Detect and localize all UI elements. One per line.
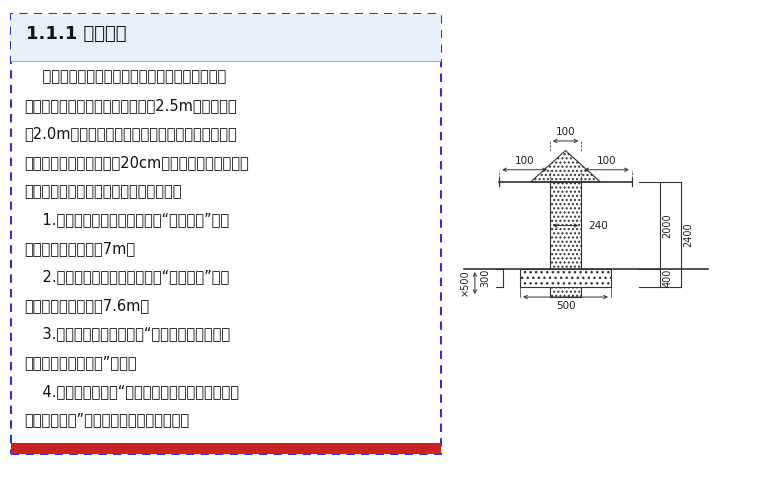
- Text: 做支架，工字钉做立柱。围墙标志组合：: 做支架，工字钉做立柱。围墙标志组合：: [24, 184, 182, 199]
- FancyBboxPatch shape: [11, 14, 441, 61]
- Text: 100: 100: [515, 156, 534, 166]
- Text: 2400: 2400: [683, 222, 693, 246]
- FancyBboxPatch shape: [11, 443, 441, 454]
- Text: 于2.0m。市区主要路段临街面使用夹芜板或波纹彩: 于2.0m。市区主要路段临街面使用夹芜板或波纹彩: [24, 127, 237, 142]
- Text: 100: 100: [556, 127, 575, 137]
- Polygon shape: [520, 269, 611, 286]
- Text: 白底蓝字，每组间陨7m。: 白底蓝字，每组间陨7m。: [24, 241, 135, 256]
- Text: 2.金属式：主要图案为企标加“南通二建”，为: 2.金属式：主要图案为企标加“南通二建”，为: [24, 270, 230, 284]
- Text: 围墙可用砖筑式，夹芜彩钉板式或波纹彩钉板。: 围墙可用砖筑式，夹芜彩钉板式或波纹彩钉板。: [24, 70, 226, 85]
- Text: 500: 500: [556, 301, 575, 312]
- Text: 400: 400: [662, 269, 673, 287]
- Text: 1.1.1 现场围挡: 1.1.1 现场围挡: [27, 25, 127, 43]
- Text: 300: 300: [480, 269, 490, 287]
- Text: 100: 100: [597, 156, 616, 166]
- Text: 市区主要路段临街围墙高度不低于2.5m，其余不低: 市区主要路段临街围墙高度不低于2.5m，其余不低: [24, 98, 237, 113]
- Text: 位、施工单位”全称，右侧为工程效果图。: 位、施工单位”全称，右侧为工程效果图。: [24, 412, 189, 427]
- Text: 3.临街面或醒目位置应设“我们在此施工，给您: 3.临街面或醒目位置应设“我们在此施工，给您: [24, 327, 230, 341]
- Text: 钉板的，必须砖筑不小于20cm的基础。夹芜板用槽钉: 钉板的，必须砖筑不小于20cm的基础。夹芜板用槽钉: [24, 155, 249, 170]
- Text: 4.靠近大门左侧为“建设单位、监理单位、设计单: 4.靠近大门左侧为“建设单位、监理单位、设计单: [24, 384, 239, 398]
- Text: 白底蓝字，每组间陨7.6m。: 白底蓝字，每组间陨7.6m。: [24, 298, 150, 313]
- Text: 带来不便，敬请谅解”标语。: 带来不便，敬请谅解”标语。: [24, 355, 137, 370]
- Polygon shape: [530, 151, 600, 182]
- Polygon shape: [549, 182, 581, 297]
- Text: ×500: ×500: [460, 270, 470, 297]
- Text: 2000: 2000: [662, 213, 673, 238]
- Text: 240: 240: [588, 221, 608, 230]
- Text: 1.砖筑式：主要图案为企标加“南通二建”，为: 1.砖筑式：主要图案为企标加“南通二建”，为: [24, 213, 230, 227]
